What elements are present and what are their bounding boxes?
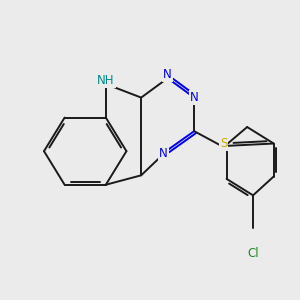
Text: S: S: [220, 137, 227, 150]
Text: N: N: [190, 91, 199, 104]
Text: NH: NH: [97, 74, 115, 87]
Text: Cl: Cl: [247, 247, 259, 260]
Text: N: N: [163, 68, 172, 81]
Text: N: N: [159, 147, 168, 160]
